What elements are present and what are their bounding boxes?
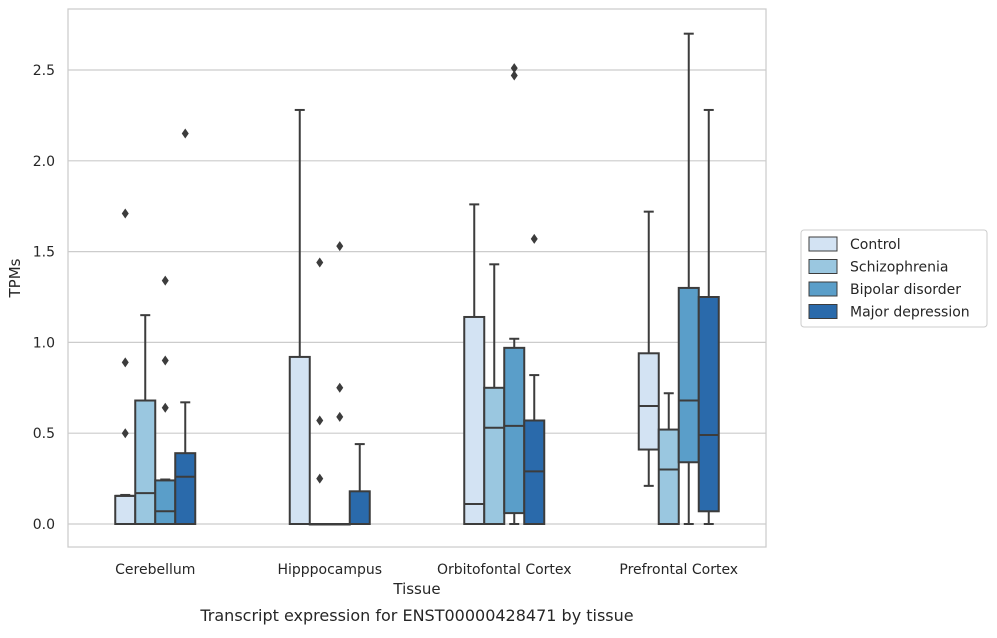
x-tick-label: Orbitofontal Cortex	[437, 562, 572, 578]
box-3-2	[523, 233, 546, 526]
legend-label: Control	[850, 237, 901, 253]
box-body	[697, 296, 720, 513]
legend-swatch	[808, 236, 838, 252]
box-body	[174, 452, 197, 525]
y-tick-label: 2.0	[33, 154, 55, 170]
box-2-3	[677, 32, 700, 525]
outlier-point	[121, 357, 129, 368]
chart-title: Transcript expression for ENST0000042847…	[199, 606, 633, 625]
box-0-1	[288, 108, 311, 526]
legend-label: Bipolar disorder	[850, 282, 961, 298]
box-3-1	[348, 443, 371, 526]
box-3-0	[174, 128, 197, 525]
legend-swatch	[808, 304, 838, 319]
y-tick-label: 2.5	[33, 63, 55, 79]
box-body	[134, 399, 157, 525]
y-tick-label: 1.0	[33, 335, 55, 351]
y-tick-label: 0.0	[33, 517, 55, 533]
x-tick-label: Hipppocampus	[277, 562, 382, 578]
box-2-2	[503, 63, 526, 525]
outlier-point	[161, 275, 169, 286]
legend-frame	[800, 229, 988, 328]
outlier-point	[510, 63, 518, 74]
box-body	[657, 428, 680, 525]
box-0-3	[637, 210, 660, 487]
x-tick-label: Cerebellum	[115, 562, 195, 578]
box-0-0	[114, 208, 137, 525]
y-axis-label: TPMs	[6, 258, 24, 298]
outlier-point	[121, 208, 129, 219]
box-body	[114, 494, 137, 525]
box-body	[348, 490, 371, 526]
x-axis-label: Tissue	[392, 580, 440, 598]
y-tick-label: 1.5	[33, 245, 55, 261]
box-body	[483, 386, 506, 525]
box-0-2	[463, 203, 486, 526]
box-body	[637, 352, 660, 451]
outlier-point	[181, 128, 189, 139]
box-layer	[114, 32, 720, 526]
y-tick-label: 0.5	[33, 426, 55, 442]
outlier-point	[336, 241, 344, 252]
box-body	[677, 286, 700, 464]
outlier-point	[336, 382, 344, 393]
legend-swatch	[808, 259, 838, 274]
box-2-1	[328, 241, 351, 526]
box-3-3	[697, 108, 720, 525]
outlier-point	[530, 233, 538, 244]
outlier-point	[121, 428, 129, 439]
legend-label: Schizophrenia	[850, 260, 948, 276]
outlier-point	[316, 257, 324, 268]
box-1-1	[308, 257, 331, 526]
box-1-0	[134, 314, 157, 525]
box-1-3	[657, 392, 680, 525]
outlier-point	[336, 411, 344, 422]
tick-layer: 0.0 0.5 1.0 1.5 2.0 2.5 Cerebellum Hipppocampus…	[33, 63, 738, 578]
outlier-point	[316, 415, 324, 426]
x-tick-label: Prefrontal Cortex	[619, 562, 738, 578]
plot-frame	[67, 8, 767, 548]
box-body	[463, 315, 486, 526]
outlier-point	[510, 70, 518, 81]
outlier-point	[161, 355, 169, 366]
legend-label: Major depression	[850, 305, 970, 321]
legend-swatch	[808, 281, 838, 297]
box-1-2	[483, 263, 506, 525]
box-2-0	[154, 275, 177, 525]
legend: Control Schizophrenia Bipolar disorder Majo…	[800, 229, 988, 328]
box-body	[503, 346, 526, 515]
box-body	[154, 479, 177, 525]
box-body	[288, 355, 311, 526]
outlier-point	[161, 402, 169, 413]
outlier-point	[316, 473, 324, 484]
